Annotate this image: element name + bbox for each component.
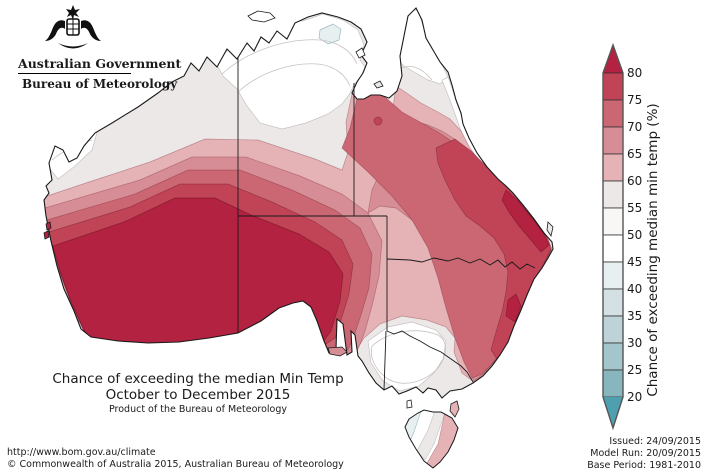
legend-cell-25-30 [602, 342, 624, 371]
shark-bay-island-1 [45, 221, 52, 231]
band-gt80-seqld-coast [501, 189, 550, 253]
legend-cell-40-45 [602, 261, 624, 290]
band-75-80-nw-qld-dot [373, 116, 383, 126]
coat-of-arms-icon [45, 5, 101, 49]
legend-label: 60 [627, 174, 642, 188]
bom-logo: Australian Government Bureau of Meteorol… [0, 4, 190, 91]
legend-label: 20 [627, 390, 642, 404]
band-gt80-nsw-coast-spot [505, 293, 522, 323]
legend-colorbar: 80 75 70 65 60 55 50 45 40 35 30 25 20 C… [602, 42, 661, 431]
legend-cell-75-80 [602, 72, 624, 101]
map-title-line3: Product of the Bureau of Meteorology [108, 404, 288, 415]
footer-url: http://www.bom.gov.au/climate [7, 447, 156, 458]
footer-run-info: Issued: 24/09/2015 Model Run: 20/09/2015… [587, 436, 701, 472]
legend-label: 75 [627, 93, 642, 107]
band-white-victoria [367, 321, 447, 392]
tasmania-coastline [404, 409, 459, 469]
legend-cell-20-25 [602, 369, 624, 398]
band-blue-top-end-patch [318, 23, 342, 45]
map-title-line1: Chance of exceeding the median Min Temp [52, 371, 344, 387]
legend-cell-30-35 [602, 315, 624, 344]
footer-attribution: http://www.bom.gov.au/climate © Commonwe… [7, 447, 344, 471]
shark-bay-island-2 [43, 230, 50, 240]
state-borders [237, 57, 536, 391]
issued-date: Issued: 24/09/2015 [609, 436, 701, 447]
legend-label: 35 [627, 309, 642, 323]
model-run-date: Model Run: 20/09/2015 [590, 448, 701, 459]
legend-label: 80 [627, 66, 642, 80]
legend-label: 70 [627, 120, 642, 134]
border-nsw-vic [386, 330, 474, 383]
legend-cell-50-55 [602, 207, 624, 236]
legend-label: 45 [627, 255, 642, 269]
king-island [406, 399, 413, 409]
legend-tick-labels: 80 75 70 65 60 55 50 45 40 35 30 25 20 [627, 66, 642, 404]
legend-label: 50 [627, 228, 642, 242]
base-period: Base Period: 1981-2010 [587, 460, 701, 471]
tasmania-bands [405, 410, 458, 468]
mornington-island [373, 80, 384, 89]
fraser-island [546, 221, 554, 238]
legend-cell-70-75 [602, 99, 624, 128]
legend-cell-60-65 [602, 153, 624, 182]
legend-label: 30 [627, 336, 642, 350]
legend-arrow-gt80 [603, 45, 623, 73]
legend-label: 55 [627, 201, 642, 215]
legend-axis-title: Chance of exceeding median min temp (%) [645, 103, 661, 396]
melville-island [247, 10, 276, 23]
legend-arrow-lt20 [603, 397, 623, 428]
legend-cell-35-40 [602, 288, 624, 317]
border-sa-vic [383, 330, 387, 391]
legend-label: 25 [627, 363, 642, 377]
map-title-block: Chance of exceeding the median Min Temp … [28, 372, 368, 416]
logo-government-text: Australian Government [18, 56, 182, 71]
logo-bureau-text: Bureau of Meteorology [22, 77, 178, 91]
footer-copyright: © Commonwealth of Australia 2015, Austra… [7, 459, 344, 470]
legend-cell-45-50 [602, 234, 624, 263]
border-qld-nsw [386, 257, 536, 270]
legend-label: 65 [627, 147, 642, 161]
flinders-island [449, 400, 460, 418]
logo-divider [18, 73, 131, 74]
groote-eylandt [355, 47, 366, 59]
legend-cell-65-70 [602, 126, 624, 155]
map-title-line2: October to December 2015 [105, 387, 291, 403]
islands [43, 10, 554, 357]
legend-label: 40 [627, 282, 642, 296]
legend-cell-55-60 [602, 180, 624, 209]
legend-outline [602, 42, 624, 431]
kangaroo-island [327, 346, 348, 357]
